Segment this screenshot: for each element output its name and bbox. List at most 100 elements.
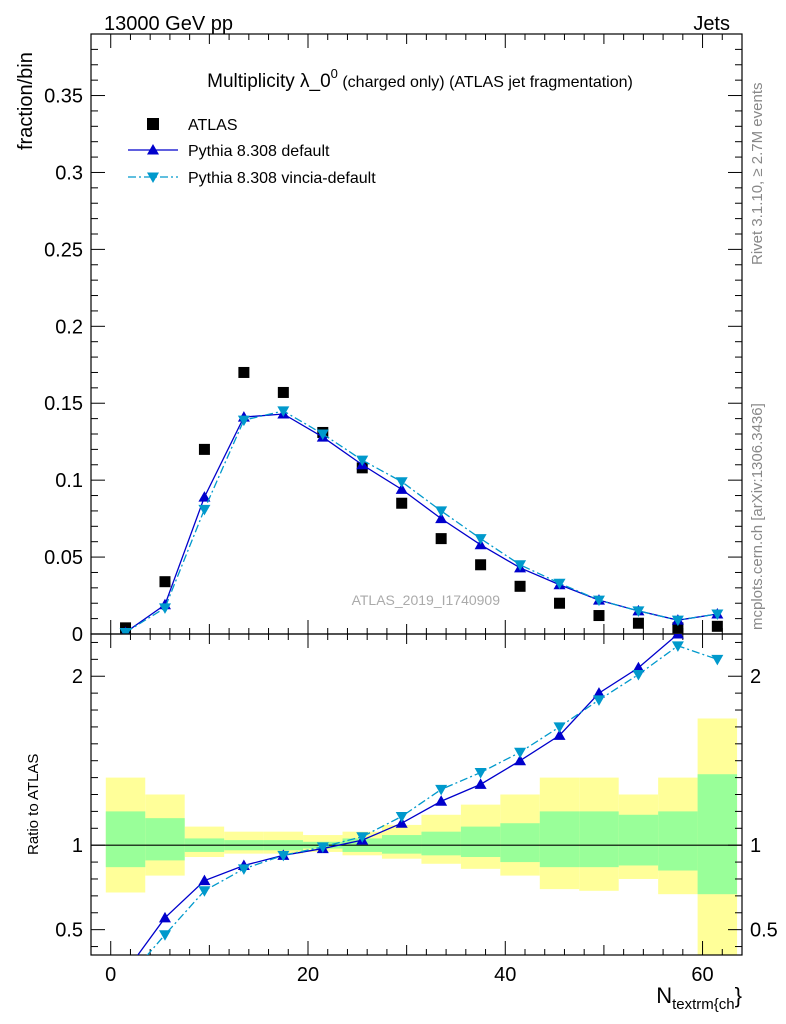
ratio-series-group: [120, 634, 724, 987]
main-y-tick-label: 0: [72, 624, 83, 646]
x-tick-label: 60: [691, 964, 713, 986]
ratio-vincia-point: [356, 832, 369, 843]
legend-label: Pythia 8.308 vincia-default: [188, 170, 376, 187]
main-atlas-data-point: [396, 497, 408, 509]
x-tick-label: 20: [297, 964, 319, 986]
main-atlas-data-point: [514, 580, 526, 592]
plot-title-main: Multiplicity λ_0: [207, 71, 331, 92]
main-atlas-data-point: [238, 366, 250, 378]
ratio-default-point: [120, 966, 132, 977]
energy-label: 13000 GeV pp: [104, 13, 233, 35]
ratio-default-point: [553, 729, 566, 740]
ratio-vincia-point: [120, 976, 132, 987]
stat-uncertainty-band: [105, 811, 146, 868]
ratio-vincia-point: [553, 722, 566, 733]
ratio-bands: [105, 718, 738, 955]
ratio-vincia-point: [237, 864, 250, 875]
ratio-y-tick-label: 2: [72, 666, 83, 688]
ratio-default-point: [671, 634, 684, 639]
ratio-vincia-point: [198, 886, 211, 897]
legend-marker: [147, 172, 159, 183]
ratio-vincia-point: [474, 768, 487, 779]
ratio-vincia-point: [592, 695, 605, 706]
jets-label: Jets: [693, 13, 730, 35]
ratio-vincia-point: [435, 784, 448, 796]
main-plot-panel: 0 0.05 0.1 0.15 0.2 0.25 0.3 0.35 ATLAS Pythia 8.…: [44, 33, 743, 646]
ratio-y-tick-label-right: 0.5: [750, 920, 778, 942]
main-vincia-point: [632, 606, 645, 617]
legend-label: Pythia 8.308 default: [188, 143, 330, 160]
main-y-tick-label: 0.35: [44, 86, 83, 108]
main-vincia-point: [277, 406, 290, 417]
main-vincia-point: [592, 595, 605, 607]
legend-marker: [147, 144, 159, 155]
main-atlas-data-point: [711, 620, 723, 632]
stat-uncertainty-band: [381, 835, 422, 854]
main-vincia-point: [553, 578, 566, 590]
main-atlas-data-point: [198, 443, 210, 455]
stat-uncertainty-band: [460, 826, 501, 858]
main-y-tick-label: 0.05: [44, 547, 83, 569]
legend: ATLAS Pythia 8.308 default Pythia 8.308 vi…: [128, 117, 376, 187]
main-y-tick-label: 0.3: [55, 162, 83, 184]
ratio-default-line: [137, 634, 683, 955]
main-vincia-point: [711, 609, 724, 620]
ratio-y-tick-label: 1: [72, 835, 83, 857]
main-atlas-data-point: [435, 533, 447, 545]
x-tick-label: 0: [105, 964, 116, 986]
ratio-vincia-point: [277, 850, 290, 862]
main-atlas-data-point: [554, 597, 566, 609]
ratio-default-point: [198, 874, 211, 886]
ratio-default-point: [474, 778, 487, 789]
stat-uncertainty-band: [579, 811, 619, 868]
ratio-default-point: [158, 911, 171, 923]
main-y-axis-label: fraction/bin: [15, 52, 37, 150]
ratio-vincia-line: [146, 645, 718, 955]
ratio-vincia-point: [671, 641, 684, 652]
main-y-tick-label: 0.25: [44, 239, 83, 261]
ratio-default-point: [592, 687, 605, 698]
legend-atlas-marker: [147, 118, 159, 130]
plot-title-suffix: (charged only) (ATLAS jet fragmentation): [338, 74, 633, 91]
ratio-vincia-point: [514, 747, 527, 759]
main-y-tick-label: 0.2: [55, 316, 83, 338]
main-default-line: [125, 413, 718, 633]
ratio-default-point: [632, 661, 645, 673]
main-default-point: [395, 483, 408, 494]
main-vincia-point: [435, 506, 448, 517]
x-tick-label: 40: [494, 964, 516, 986]
main-default-point: [435, 512, 448, 524]
main-default-point: [198, 491, 211, 502]
ratio-vincia-point: [316, 842, 329, 853]
x-axis-label: Ntextrm{ch}: [656, 983, 742, 1013]
main-vincia-line: [125, 410, 718, 634]
stat-uncertainty-band: [539, 811, 580, 868]
main-atlas-data-point: [277, 386, 289, 398]
ratio-vincia-point: [395, 811, 408, 823]
main-vincia-point: [356, 455, 369, 467]
main-vincia-point: [198, 504, 211, 516]
ratio-default-point: [435, 795, 448, 806]
main-vincia-point: [316, 429, 329, 440]
ratio-vincia-point: [632, 670, 645, 681]
main-series-group: [119, 366, 724, 634]
main-vincia-point: [237, 415, 250, 427]
main-atlas-data-point: [632, 617, 644, 629]
plot-title: Multiplicity λ_00 (charged only) (ATLAS …: [207, 66, 633, 92]
ratio-y-tick-label: 0.5: [55, 920, 83, 942]
stat-uncertainty-band: [697, 774, 738, 895]
stat-uncertainty-band: [500, 823, 540, 863]
plot-title-sup: 0: [331, 66, 338, 81]
stat-uncertainty-band: [618, 814, 659, 866]
mcplots-label: mcplots.cern.ch [arXiv:1306.3436]: [749, 403, 766, 630]
ratio-y-tick-label-right: 2: [750, 666, 761, 688]
rivet-version-label: Rivet 3.1.10, ≥ 2.7M events: [749, 83, 766, 266]
main-vincia-point: [158, 603, 171, 614]
analysis-watermark: ATLAS_2019_I1740909: [352, 592, 501, 608]
ratio-vincia-point: [711, 654, 724, 666]
main-atlas-data-point: [672, 622, 684, 634]
legend-label: ATLAS: [188, 117, 238, 134]
main-atlas-data-point: [593, 610, 605, 622]
stat-uncertainty-band: [145, 818, 185, 861]
